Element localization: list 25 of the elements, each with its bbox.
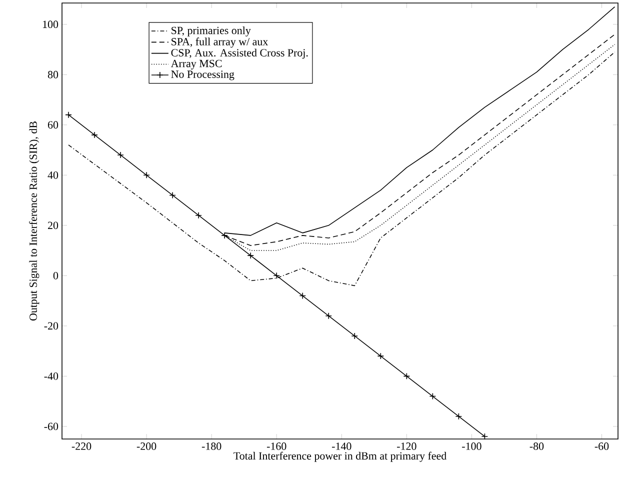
- y-tick-label: 20: [48, 222, 58, 230]
- y-tick-label: 80: [48, 70, 58, 78]
- y-tick-label: 100: [43, 20, 58, 28]
- x-tick-label: -140: [332, 442, 352, 450]
- x-axis-title: Total Interference power in dBm at primary feed: [234, 452, 446, 462]
- y-axis-title: Output Signal to Interference Ratio (SIR), dB: [29, 122, 40, 321]
- legend-label: Array MSC: [170, 60, 222, 70]
- x-tick-label: -100: [462, 442, 482, 450]
- x-tick-label: -200: [136, 442, 156, 450]
- y-tick-label: -20: [44, 322, 58, 330]
- x-tick-label: -120: [397, 442, 416, 450]
- x-tick-label: -60: [594, 442, 609, 450]
- x-tick-label: -160: [266, 442, 286, 450]
- y-tick-label: 40: [48, 171, 58, 179]
- legend-label: CSP, Aux. Assisted Cross Proj.: [171, 48, 308, 59]
- y-tick-label: -60: [44, 422, 58, 430]
- x-tick-label: -220: [72, 442, 92, 450]
- x-tick-label: -180: [202, 442, 222, 450]
- y-tick-label: 60: [48, 121, 58, 129]
- y-tick-label: 0: [53, 272, 58, 280]
- legend-label: SPA, full array w/ aux: [172, 38, 268, 48]
- legend-label: No Processing: [171, 70, 234, 80]
- legend-label: SP, primaries only: [172, 26, 251, 36]
- x-tick-label: -80: [530, 442, 544, 450]
- y-tick-label: -40: [44, 372, 58, 380]
